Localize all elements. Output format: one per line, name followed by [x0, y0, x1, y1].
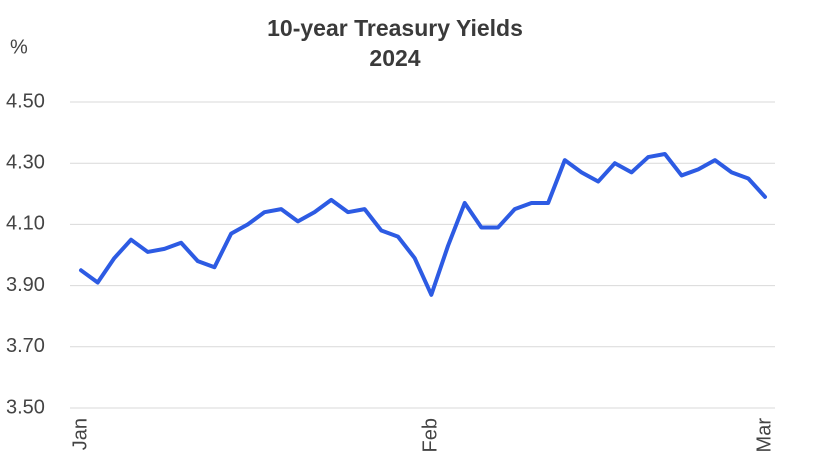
line-series	[79, 152, 767, 297]
y-tick-label: 4.50	[6, 90, 45, 112]
y-tick-label: 3.90	[6, 274, 45, 296]
chart-subtitle: 2024	[369, 45, 420, 71]
y-axis-label: %	[10, 36, 28, 58]
y-tick-label: 4.30	[6, 151, 45, 173]
y-tick-label: 3.50	[6, 396, 45, 418]
chart-title: 10-year Treasury Yields	[267, 15, 523, 41]
x-tick-label: Mar	[753, 418, 775, 453]
y-tick-label: 3.70	[6, 335, 45, 357]
y-tick-label: 4.10	[6, 213, 45, 235]
x-tick-label: Jan	[69, 418, 91, 450]
x-tick-label: Feb	[420, 418, 442, 452]
